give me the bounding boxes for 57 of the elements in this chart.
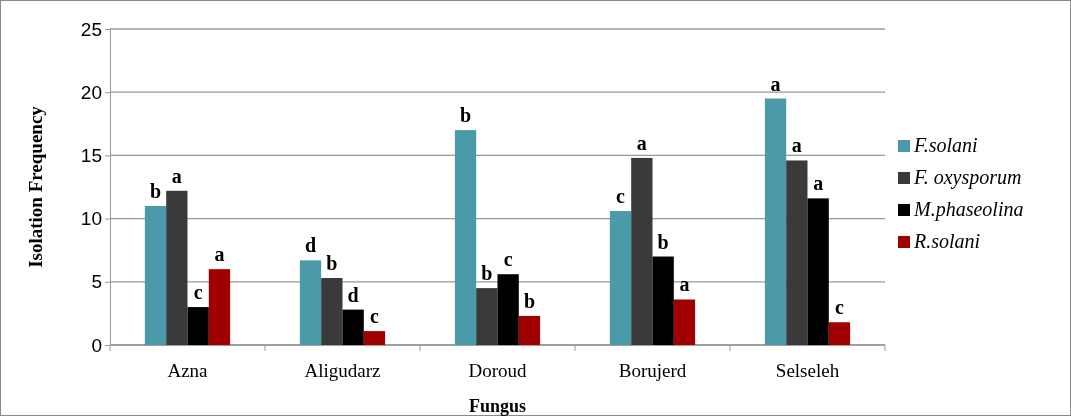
data-label: c — [193, 281, 203, 304]
bar — [807, 198, 829, 345]
y-tick-label: 15 — [80, 144, 102, 166]
data-label: b — [657, 230, 669, 253]
data-label: c — [503, 248, 513, 271]
x-tick-label: Selseleh — [775, 360, 840, 381]
data-label: a — [813, 172, 824, 195]
data-label: b — [523, 289, 536, 312]
bar — [187, 307, 209, 345]
y-tick-label: 0 — [91, 334, 102, 356]
legend-label: F.solani — [913, 134, 978, 156]
data-label: a — [679, 273, 690, 296]
bar — [299, 260, 322, 345]
data-label: a — [770, 72, 781, 95]
x-tick-label: Doroud — [468, 360, 528, 381]
bar — [631, 157, 653, 345]
bar — [497, 274, 519, 345]
y-tick-label: 10 — [80, 208, 102, 230]
y-axis-title: Isolation Frequency — [25, 105, 46, 268]
bar — [208, 269, 231, 345]
bar — [454, 130, 477, 345]
bar — [828, 322, 851, 345]
bar — [342, 309, 364, 345]
data-label: b — [326, 252, 338, 275]
x-axis-title: Fungus — [468, 396, 527, 416]
data-label: b — [459, 104, 472, 127]
data-label: a — [214, 243, 225, 266]
data-label: a — [636, 131, 647, 154]
data-label: a — [791, 134, 802, 157]
x-tick-label: Azna — [167, 360, 209, 381]
data-label: c — [370, 305, 380, 328]
bar — [363, 331, 386, 345]
legend-label: F. oxysporum — [913, 166, 1022, 189]
bar — [764, 98, 787, 345]
x-tick-label: Aligudarz — [304, 360, 381, 381]
data-label: a — [171, 164, 182, 187]
bar — [144, 205, 167, 345]
data-label: c — [835, 296, 845, 319]
legend-label: M.phaseolina — [913, 198, 1024, 221]
bar — [786, 160, 808, 345]
bar — [476, 288, 498, 345]
y-tick-label: 5 — [91, 271, 102, 293]
data-label: d — [347, 283, 359, 306]
data-label: c — [616, 185, 626, 208]
x-tick-label: Borujerd — [618, 360, 687, 381]
y-tick-label: 25 — [80, 18, 102, 40]
data-label: b — [481, 262, 493, 285]
bar — [609, 211, 632, 345]
data-label: d — [304, 234, 317, 257]
y-tick-label: 20 — [80, 81, 102, 103]
legend-label: R.solani — [913, 230, 981, 252]
bar — [673, 299, 696, 345]
bar — [518, 315, 541, 345]
bar — [321, 278, 343, 345]
bar — [652, 256, 674, 345]
bar — [166, 190, 188, 345]
data-label: b — [149, 179, 162, 202]
